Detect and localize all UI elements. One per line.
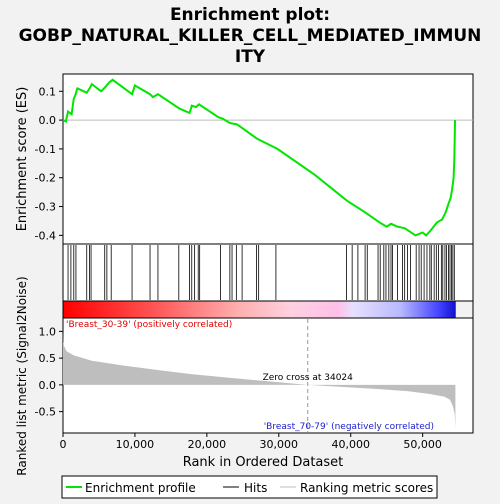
legend-profile-label: Enrichment profile — [85, 481, 196, 495]
metric-y-tick-label: 0.5 — [39, 352, 57, 365]
metric-y-tick-label: -0.5 — [35, 406, 56, 419]
negative-correlation-label: 'Breast_70-79' (negatively correlated) — [264, 422, 434, 432]
metric-y-tick-label: 0.0 — [39, 379, 57, 392]
x-tick-label: 10,000 — [116, 438, 155, 451]
x-tick-label: 40,000 — [331, 438, 370, 451]
enrichment-profile-line — [62, 78, 456, 237]
hits-panel — [62, 243, 474, 302]
chart-title-line-2: GOBP_NATURAL_KILLER_CELL_MEDIATED_IMMUN — [19, 26, 482, 46]
x-tick-label: 50,000 — [403, 438, 442, 451]
ranking-metric-area — [63, 331, 456, 428]
chart-title-line-1: Enrichment plot: — [170, 5, 330, 25]
chart-title-line-3: ITY — [235, 47, 266, 67]
es-y-tick-label: 0.1 — [39, 85, 57, 98]
es-y-tick-label: -0.4 — [35, 229, 56, 242]
es-panel — [62, 73, 474, 245]
metric-y-axis-label: Ranked list metric (Signal2Noise) — [15, 276, 29, 475]
es-y-tick-label: -0.2 — [35, 172, 56, 185]
positive-correlation-label: 'Breast_30-39' (positively correlated) — [66, 320, 232, 330]
es-y-tick-label: -0.3 — [35, 201, 56, 214]
legend-box — [61, 475, 438, 499]
legend-hits-label: Hits — [244, 481, 267, 495]
es-y-tick-label: 0.0 — [39, 114, 57, 127]
x-tick-label: 30,000 — [260, 438, 299, 451]
x-axis-label: Rank in Ordered Dataset — [183, 455, 344, 470]
metric-y-tick-label: 1.0 — [39, 325, 57, 338]
x-tick-label: 20,000 — [188, 438, 227, 451]
es-y-axis-label: Enrichment score (ES) — [15, 87, 30, 232]
ranked-list-colorbar — [63, 301, 456, 318]
zero-cross-label: Zero cross at 34024 — [263, 373, 354, 383]
es-y-tick-label: -0.1 — [35, 143, 56, 156]
x-tick-label: 0 — [60, 438, 67, 451]
legend-metric-label: Ranking metric scores — [300, 481, 433, 495]
